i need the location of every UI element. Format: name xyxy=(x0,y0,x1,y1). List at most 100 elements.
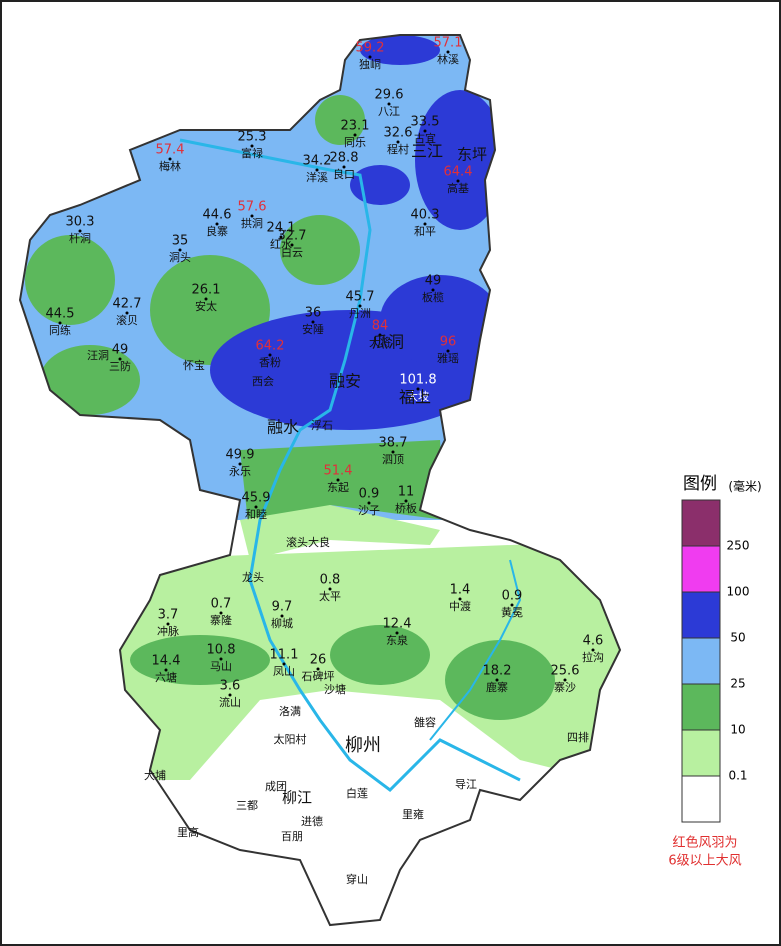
station-value: 51.4 xyxy=(324,464,353,479)
station-dot xyxy=(268,353,272,357)
station-name: 拱洞 xyxy=(241,216,263,230)
station-dot xyxy=(125,311,129,315)
station-value: 25.6 xyxy=(551,664,580,679)
place-name: 东坪 xyxy=(457,146,487,164)
station-value: 45.9 xyxy=(242,491,271,506)
station-value: 64.4 xyxy=(444,165,473,180)
station-name: 大将 xyxy=(369,335,391,349)
station-dot xyxy=(118,357,122,361)
place-name: 瓜洞 xyxy=(372,333,404,352)
station-name: 桥板 xyxy=(395,501,417,515)
station-dot xyxy=(219,611,223,615)
legend-level: 10 xyxy=(730,723,745,737)
station-name: 六塘 xyxy=(155,670,177,684)
place-name: 融水 xyxy=(267,418,299,437)
station-name: 安太 xyxy=(195,299,217,313)
station-name: 黄冕 xyxy=(501,605,523,619)
station-name: 寨沙 xyxy=(554,680,576,694)
station-dot xyxy=(250,144,254,148)
station-value: 0.9 xyxy=(502,589,523,604)
place-name: 怀宝 xyxy=(183,358,205,372)
station-name: 永乐 xyxy=(229,464,251,478)
legend-swatch xyxy=(681,729,721,777)
station-dot xyxy=(168,157,172,161)
station-dot xyxy=(164,668,168,672)
station-name: 古宜 xyxy=(414,131,436,145)
legend-level: 250 xyxy=(727,539,750,553)
station-dot xyxy=(404,499,408,503)
river xyxy=(179,138,521,792)
station-name: 石碑坪 xyxy=(302,670,335,683)
station-dot xyxy=(458,597,462,601)
station-dot xyxy=(358,304,362,308)
station-name: 中渡 xyxy=(449,599,471,613)
station-value: 96 xyxy=(440,335,457,350)
station-dot xyxy=(250,214,254,218)
station-name: 拉沟 xyxy=(582,650,604,664)
station-name: 东起 xyxy=(327,481,349,494)
place-name: 龙头 xyxy=(242,571,264,584)
place-name: 穿山 xyxy=(346,872,368,886)
station-value: 35 xyxy=(172,234,189,249)
legend-unit: (毫米) xyxy=(728,479,761,494)
place-name: 进德 xyxy=(301,814,323,828)
station-value: 45.7 xyxy=(346,290,375,305)
station-name: 富禄 xyxy=(241,146,263,160)
station-name: 白云 xyxy=(281,245,303,259)
station-dot xyxy=(591,648,595,652)
station-value: 11.1 xyxy=(270,648,299,663)
station-value: 44.6 xyxy=(203,208,232,223)
station-name: 洋溪 xyxy=(306,170,328,184)
legend-level: 100 xyxy=(727,585,750,599)
place-name: 成团 xyxy=(265,780,287,793)
station-name: 沙子 xyxy=(358,504,380,517)
station-dot xyxy=(279,235,283,239)
station-dot xyxy=(78,229,82,233)
place-name: 白莲 xyxy=(346,786,368,800)
station-name: 林溪 xyxy=(437,52,459,66)
station-name: 同练 xyxy=(49,323,71,337)
station-value: 30.3 xyxy=(66,215,95,230)
place-name: 百朋 xyxy=(281,830,303,843)
station-name: 香粉 xyxy=(259,356,281,369)
place-name: 里雍 xyxy=(402,807,424,821)
station-value: 26.1 xyxy=(192,283,221,298)
station-dot xyxy=(495,678,499,682)
station-value: 42.7 xyxy=(113,297,142,312)
station-name: 冲脉 xyxy=(157,624,179,638)
station-value: 49 xyxy=(425,274,442,289)
station-name: 洞头 xyxy=(169,251,191,264)
place-name: 浮石 xyxy=(311,419,333,432)
station-name: 柳城 xyxy=(271,616,293,630)
station-name: 太平 xyxy=(319,590,341,603)
station-value: 1.4 xyxy=(450,583,471,598)
place-name: 西会 xyxy=(252,375,274,388)
station-name: 泗顶 xyxy=(382,453,404,466)
legend-level: 0.1 xyxy=(728,769,747,783)
legend-note: 红色风羽为 xyxy=(672,835,737,851)
station-dot xyxy=(290,243,294,247)
station-dot xyxy=(396,140,400,144)
river xyxy=(429,559,522,741)
legend-title: 图例 xyxy=(683,474,717,494)
station-value: 4.6 xyxy=(583,634,604,649)
station-name: 流山 xyxy=(219,695,241,709)
station-dot xyxy=(238,462,242,466)
station-dot xyxy=(395,631,399,635)
station-dot xyxy=(254,505,258,509)
place-name: 三都 xyxy=(236,799,258,812)
legend-level: 50 xyxy=(730,631,745,645)
place-name: 四排 xyxy=(567,730,589,744)
legend-swatch xyxy=(681,499,721,547)
station-dot xyxy=(423,222,427,226)
place-name: 柳州 xyxy=(345,735,381,756)
station-value: 25.3 xyxy=(238,130,267,145)
station-dot xyxy=(58,321,62,325)
station-name: 寨隆 xyxy=(210,613,232,627)
station-value: 34.2 xyxy=(303,154,332,169)
station-dot xyxy=(342,165,346,169)
station-name: 大坡 xyxy=(407,389,429,403)
place-name: 福上 xyxy=(399,388,431,407)
station-value: 38.7 xyxy=(379,436,408,451)
station-dot xyxy=(446,349,450,353)
